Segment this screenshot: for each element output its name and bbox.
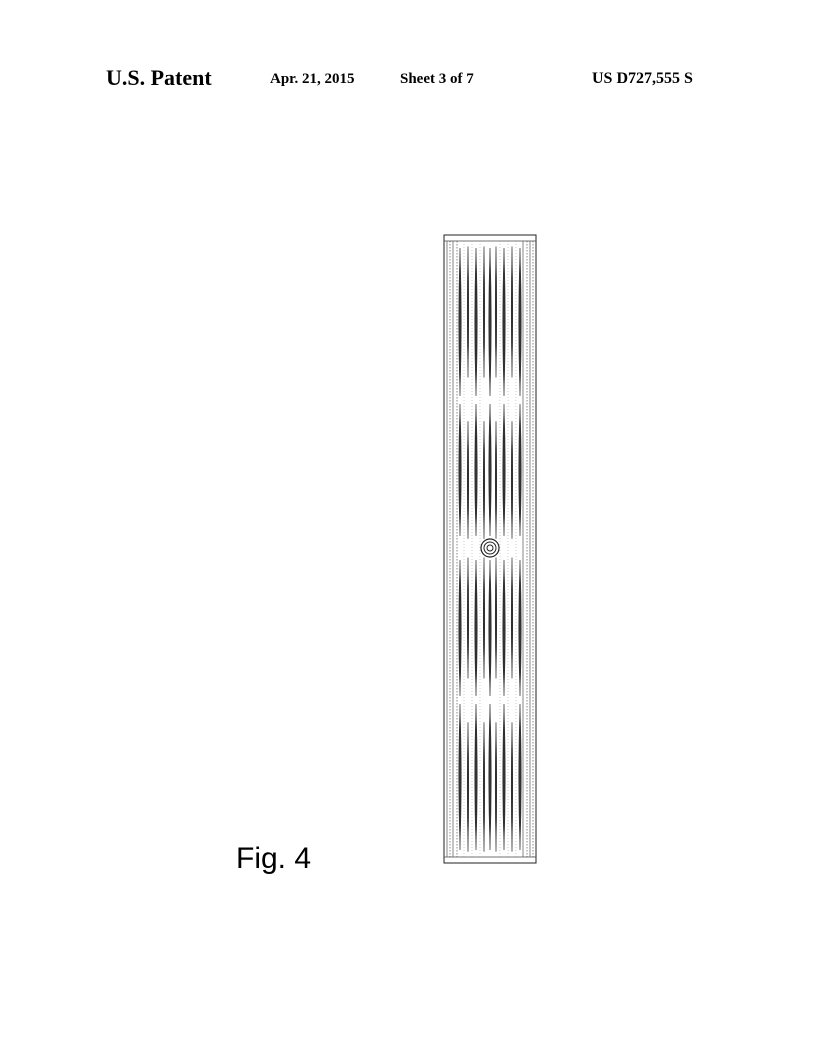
slot-shape <box>511 421 513 539</box>
slot-shape <box>467 722 469 851</box>
slot-shape <box>483 246 485 377</box>
slot-shape <box>483 722 485 851</box>
slot-shape <box>495 722 497 851</box>
patent-header-title: U.S. Patent <box>106 65 212 91</box>
patent-figure-drawing <box>440 230 540 870</box>
slot-shape <box>511 558 513 679</box>
patent-number: US D727,555 S <box>592 70 693 88</box>
slot-shape <box>467 421 469 539</box>
slot-shape <box>483 421 485 539</box>
slot-shape <box>467 246 469 377</box>
slot-shape <box>511 246 513 377</box>
slot-shape <box>495 421 497 539</box>
slot-shape <box>511 722 513 851</box>
slot-shape <box>467 558 469 679</box>
center-button-icon <box>481 539 499 557</box>
slot-shape <box>495 558 497 679</box>
slot-shape <box>483 558 485 679</box>
patent-date: Apr. 21, 2015 <box>270 71 354 88</box>
slot-shape <box>495 246 497 377</box>
figure-label: Fig. 4 <box>236 842 311 876</box>
sheet-number: Sheet 3 of 7 <box>400 71 474 88</box>
